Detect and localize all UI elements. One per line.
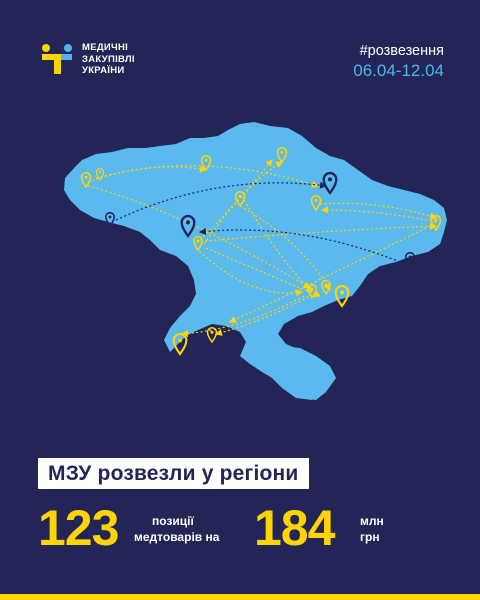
amount-value: 184: [254, 500, 335, 556]
logo: МЕДИЧНІ ЗАКУПІВЛІ УКРАЇНИ: [40, 42, 135, 77]
ukraine-landmass: [64, 122, 447, 400]
logo-text: МЕДИЧНІ ЗАКУПІВЛІ УКРАЇНИ: [82, 42, 135, 77]
ukraine-map: [0, 110, 480, 410]
dark-routes: [115, 181, 401, 263]
bottom-accent-strip: [0, 594, 480, 600]
headline-text: МЗУ розвезли у регіони: [48, 462, 299, 485]
amount-unit-1: млн: [360, 514, 384, 528]
hashtag-block: #розвезення 06.04-12.04: [353, 42, 444, 81]
logo-line-3: УКРАЇНИ: [82, 65, 125, 76]
positions-label-2: медтоварів на: [134, 530, 220, 544]
stats-row: 123 позиції медтоварів на 184 млн грн: [38, 502, 458, 554]
logo-line-2: ЗАКУПІВЛІ: [82, 53, 135, 65]
amount-unit-2: грн: [360, 530, 380, 544]
hashtag-text: #розвезення: [359, 43, 444, 59]
logo-mark-icon: [40, 42, 74, 76]
headline-banner: МЗУ розвезли у регіони: [38, 458, 309, 489]
ukraine-map-icon: [64, 122, 447, 400]
positions-count: 123: [38, 500, 119, 556]
crimea-landmass: [264, 346, 336, 400]
logo-line-1: МЕДИЧНІ: [82, 42, 129, 53]
date-range: 06.04-12.04: [353, 61, 444, 80]
positions-label-1: позиції: [152, 514, 194, 528]
